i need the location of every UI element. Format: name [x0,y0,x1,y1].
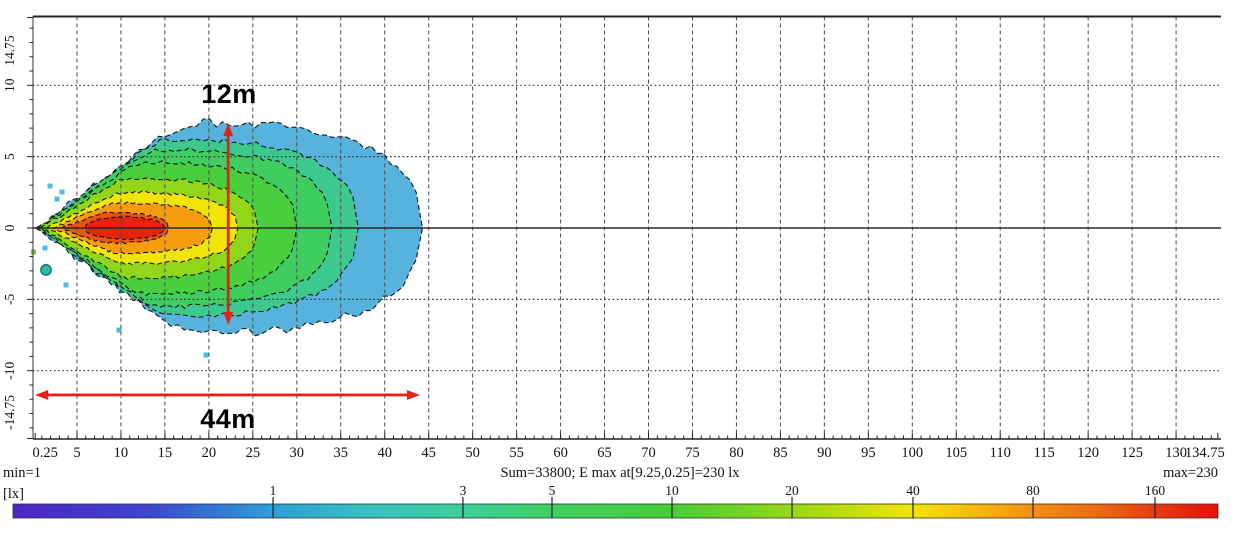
legend-unit-label: [lx] [3,486,24,502]
svg-text:0: 0 [2,224,17,231]
colorbar-gradient [12,503,1219,519]
svg-text:75: 75 [685,445,700,461]
svg-text:65: 65 [597,445,612,461]
svg-text:85: 85 [773,445,788,461]
beam-width-annotation: 12m [201,79,257,109]
svg-text:-5: -5 [2,293,17,304]
outlier-point [42,245,48,251]
svg-text:55: 55 [509,445,524,461]
svg-text:10: 10 [2,78,17,92]
outlier-point [59,189,65,195]
colorbar-tick-label: 10 [665,483,679,498]
svg-text:5: 5 [73,445,80,461]
svg-text:50: 50 [465,445,480,461]
outlier-point [63,282,69,288]
axes [32,15,1221,440]
svg-text:35: 35 [334,445,349,461]
length-arrow [35,389,420,400]
colorbar-tick-label: 80 [1026,483,1040,498]
axis-ticks [27,17,1219,439]
outlier-point [47,183,53,189]
colorbar-tick-label: 160 [1145,483,1166,498]
svg-text:10: 10 [114,445,129,461]
svg-text:30: 30 [290,445,305,461]
svg-text:70: 70 [641,445,656,461]
svg-text:25: 25 [246,445,261,461]
y-tick-labels: 14.75 10 5 0 -5 -10 -14.75 [2,35,17,430]
x-tick-labels: 0.25 5 10 15 20 25 30 35 40 45 50 55 60 65 70 75 80 85 90 9… [33,445,1225,461]
beam-length-annotation: 44m [200,404,256,434]
svg-text:125: 125 [1121,445,1143,461]
svg-text:5: 5 [2,153,17,160]
svg-text:60: 60 [553,445,568,461]
width-arrow [223,123,234,326]
outlier-point [40,264,52,276]
svg-text:20: 20 [202,445,217,461]
svg-text:15: 15 [158,445,173,461]
svg-text:115: 115 [1034,445,1055,461]
svg-text:105: 105 [945,445,967,461]
colorbar: 1 3 5 10 20 40 80 160 [12,483,1219,519]
legend-max-label: max=230 [1163,465,1218,481]
colorbar-tick-label: 1 [270,483,277,498]
colorbar-tick-label: 3 [460,483,467,498]
svg-text:100: 100 [901,445,923,461]
svg-text:134.75: 134.75 [1185,445,1225,461]
outlier-point [116,327,122,333]
svg-text:40: 40 [377,445,392,461]
svg-text:90: 90 [817,445,832,461]
legend-min-label: min=1 [3,465,41,481]
outlier-point [54,196,60,202]
svg-text:130: 130 [1165,445,1187,461]
colorbar-tick-label: 40 [906,483,920,498]
grid-horizontal [33,84,1221,372]
svg-text:95: 95 [861,445,876,461]
svg-text:110: 110 [990,445,1011,461]
svg-text:14.75: 14.75 [2,35,17,66]
svg-text:120: 120 [1077,445,1099,461]
svg-text:45: 45 [421,445,436,461]
svg-text:0.25: 0.25 [33,445,58,461]
colorbar-tick-label: 20 [785,483,799,498]
svg-text:80: 80 [729,445,744,461]
colorbar-tick-label: 5 [549,483,556,498]
summary-text: Sum=33800; E max at[9.25,0.25]=230 lx [500,465,740,481]
svg-text:-14.75: -14.75 [2,395,17,430]
svg-text:-10: -10 [2,361,17,379]
outlier-point [203,352,209,358]
